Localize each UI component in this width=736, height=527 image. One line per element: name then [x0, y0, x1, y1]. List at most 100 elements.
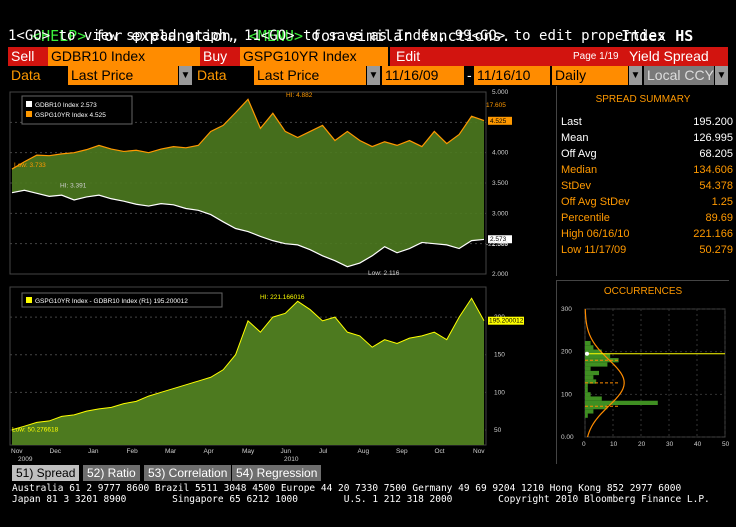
occurrences-histogram: 300 200 100 0.00 0 10 20 30 40 50: [561, 306, 729, 448]
x-tick-label: Nov: [473, 448, 485, 455]
contact-line-2: Japan 81 3 3201 8900 Singapore 65 6212 1…: [12, 494, 710, 505]
summary-value: 1.25: [711, 196, 733, 208]
annotation-label: HI: 4.882: [286, 92, 313, 99]
legend-box: [21, 292, 223, 308]
legend-swatch: [26, 101, 32, 107]
page-indicator: Page 1/19: [570, 47, 626, 66]
y-tick-label: 50: [494, 427, 502, 434]
screen-title: Index HS: [603, 8, 693, 46]
last-value-label: 195.200012: [489, 318, 524, 325]
annotation-label: Low: 3.733: [14, 162, 46, 169]
currency-select[interactable]: Local CCY: [644, 66, 714, 85]
legend-entry: GSPG10YR Index - GDBR10 Index (R1) 195.2…: [35, 298, 188, 305]
summary-label: Last: [561, 116, 582, 128]
y-tick-label: 2.000: [492, 271, 509, 278]
help-key[interactable]: <HELP>: [32, 27, 87, 45]
last-value-marker: [585, 351, 589, 356]
sell-field-dropdown-icon[interactable]: ▼: [179, 66, 192, 85]
annotation-label: Low: 50.276618: [12, 427, 59, 434]
x-tick-label: 10: [610, 441, 618, 448]
last-value-tag: [488, 235, 512, 244]
summary-value: 54.378: [699, 180, 733, 192]
buy-field-select[interactable]: Last Price: [254, 66, 366, 85]
histogram-bar: [585, 409, 594, 414]
summary-row: StDev 54.378: [561, 178, 733, 194]
x-tick-label: Apr: [204, 448, 215, 455]
histogram-bar: [585, 400, 658, 405]
x-tick-label: Mar: [165, 448, 177, 455]
x-tick-label: Dec: [50, 448, 62, 455]
series-line: [11, 189, 485, 268]
summary-label: Low 11/17/09: [561, 244, 627, 256]
edit-button[interactable]: Edit: [390, 47, 570, 66]
summary-row: High 06/16/10 221.166: [561, 226, 733, 242]
y-tick-label: 0.00: [561, 434, 574, 441]
tab-spread[interactable]: 51) Spread: [12, 465, 80, 481]
annotation-label: -22.583: [486, 241, 508, 248]
contact-line-1: Australia 61 2 9777 8600 Brazil 5511 304…: [12, 483, 682, 494]
summary-label: Off Avg: [561, 148, 597, 160]
summary-row: Last 195.200: [561, 114, 733, 130]
hist-frame: [584, 308, 726, 438]
spread-summary-panel: SPREAD SUMMARY Last 195.200 Mean 126.995 Off…: [556, 86, 733, 276]
spread-chart[interactable]: 20015010050GSPG10YR Index - GDBR10 Index…: [8, 283, 553, 463]
y-tick-label: 3.500: [492, 180, 509, 187]
summary-row: Percentile 89.69: [561, 210, 733, 226]
buy-field-dropdown-icon[interactable]: ▼: [367, 66, 380, 85]
summary-value: 68.205: [699, 148, 733, 160]
data-toolbar: Data Last Price ▼ Data Last Price ▼ 11/1…: [8, 66, 728, 85]
legend-box: [21, 95, 133, 125]
end-date-input[interactable]: 11/16/10: [474, 66, 550, 85]
histogram-bar: [585, 341, 591, 346]
sell-security-field[interactable]: GDBR10 Index: [48, 47, 200, 66]
periodicity-select[interactable]: Daily: [552, 66, 628, 85]
histogram-bar: [585, 353, 611, 359]
annotation-label: HI: 3.391: [60, 183, 87, 190]
currency-dropdown-icon[interactable]: ▼: [715, 66, 728, 85]
summary-value: 195.200: [693, 116, 733, 128]
instructions-line: 1<GO> to view spread graph, 11<GO> to sa…: [8, 28, 666, 44]
annotation-label: HI: 221.166016: [260, 294, 305, 301]
yield-spread-label: Yield Spread: [626, 47, 728, 66]
legend-swatch: [26, 297, 32, 303]
annotation-label: 17.605: [486, 102, 506, 109]
y-tick-label: 2.500: [492, 241, 509, 248]
series-line: [11, 98, 485, 170]
histogram-bar: [585, 405, 608, 410]
spread-chart-svg: 20015010050GSPG10YR Index - GDBR10 Index…: [8, 283, 553, 463]
buy-security-field[interactable]: GSPG10YR Index: [240, 47, 388, 66]
histogram-bar: [585, 370, 599, 376]
legend-entry: GSPG10YR Index 4.525: [35, 112, 106, 119]
histogram-bar: [585, 362, 608, 367]
summary-label: Median: [561, 164, 598, 176]
periodicity-dropdown-icon[interactable]: ▼: [629, 66, 642, 85]
menu-key[interactable]: <MENU>: [248, 27, 303, 45]
legend-swatch: [26, 111, 32, 117]
tab-ratio[interactable]: 52) Ratio: [83, 465, 140, 481]
histogram-bar: [585, 375, 594, 380]
x-tick-label: Feb: [127, 448, 139, 455]
function-code: HS: [675, 27, 694, 45]
date-separator: -: [464, 66, 476, 85]
sell-field-select[interactable]: Last Price: [68, 66, 178, 85]
spread-fill-area: [12, 99, 484, 267]
tab-regression[interactable]: 54) Regression: [232, 465, 322, 481]
annotation-label: Low: 2.116: [368, 270, 400, 277]
tab-correlation[interactable]: 53) Correlation: [144, 465, 232, 481]
x-year-label: 2009: [18, 456, 33, 463]
x-tick-label: 40: [694, 441, 702, 448]
x-tick-label: Aug: [358, 448, 370, 455]
x-tick-label: 20: [638, 441, 646, 448]
start-date-input[interactable]: 11/16/09: [382, 66, 464, 85]
sell-label: Sell: [8, 47, 48, 66]
summary-row: Mean 126.995: [561, 130, 733, 146]
analysis-tabs: 51) Spread 52) Ratio 53) Correlation 54)…: [8, 465, 728, 481]
spread-line: [11, 297, 485, 431]
summary-label: Percentile: [561, 212, 610, 224]
legend-entry: GDBR10 Index 2.573: [35, 102, 97, 109]
price-chart[interactable]: 5.0004.5004.0003.5003.0002.5002.000GDBR1…: [8, 86, 553, 280]
histogram-bar: [585, 366, 591, 371]
histogram-bar: [585, 392, 591, 397]
y-tick-label: 100: [494, 389, 505, 396]
last-value-tag: [488, 116, 512, 125]
